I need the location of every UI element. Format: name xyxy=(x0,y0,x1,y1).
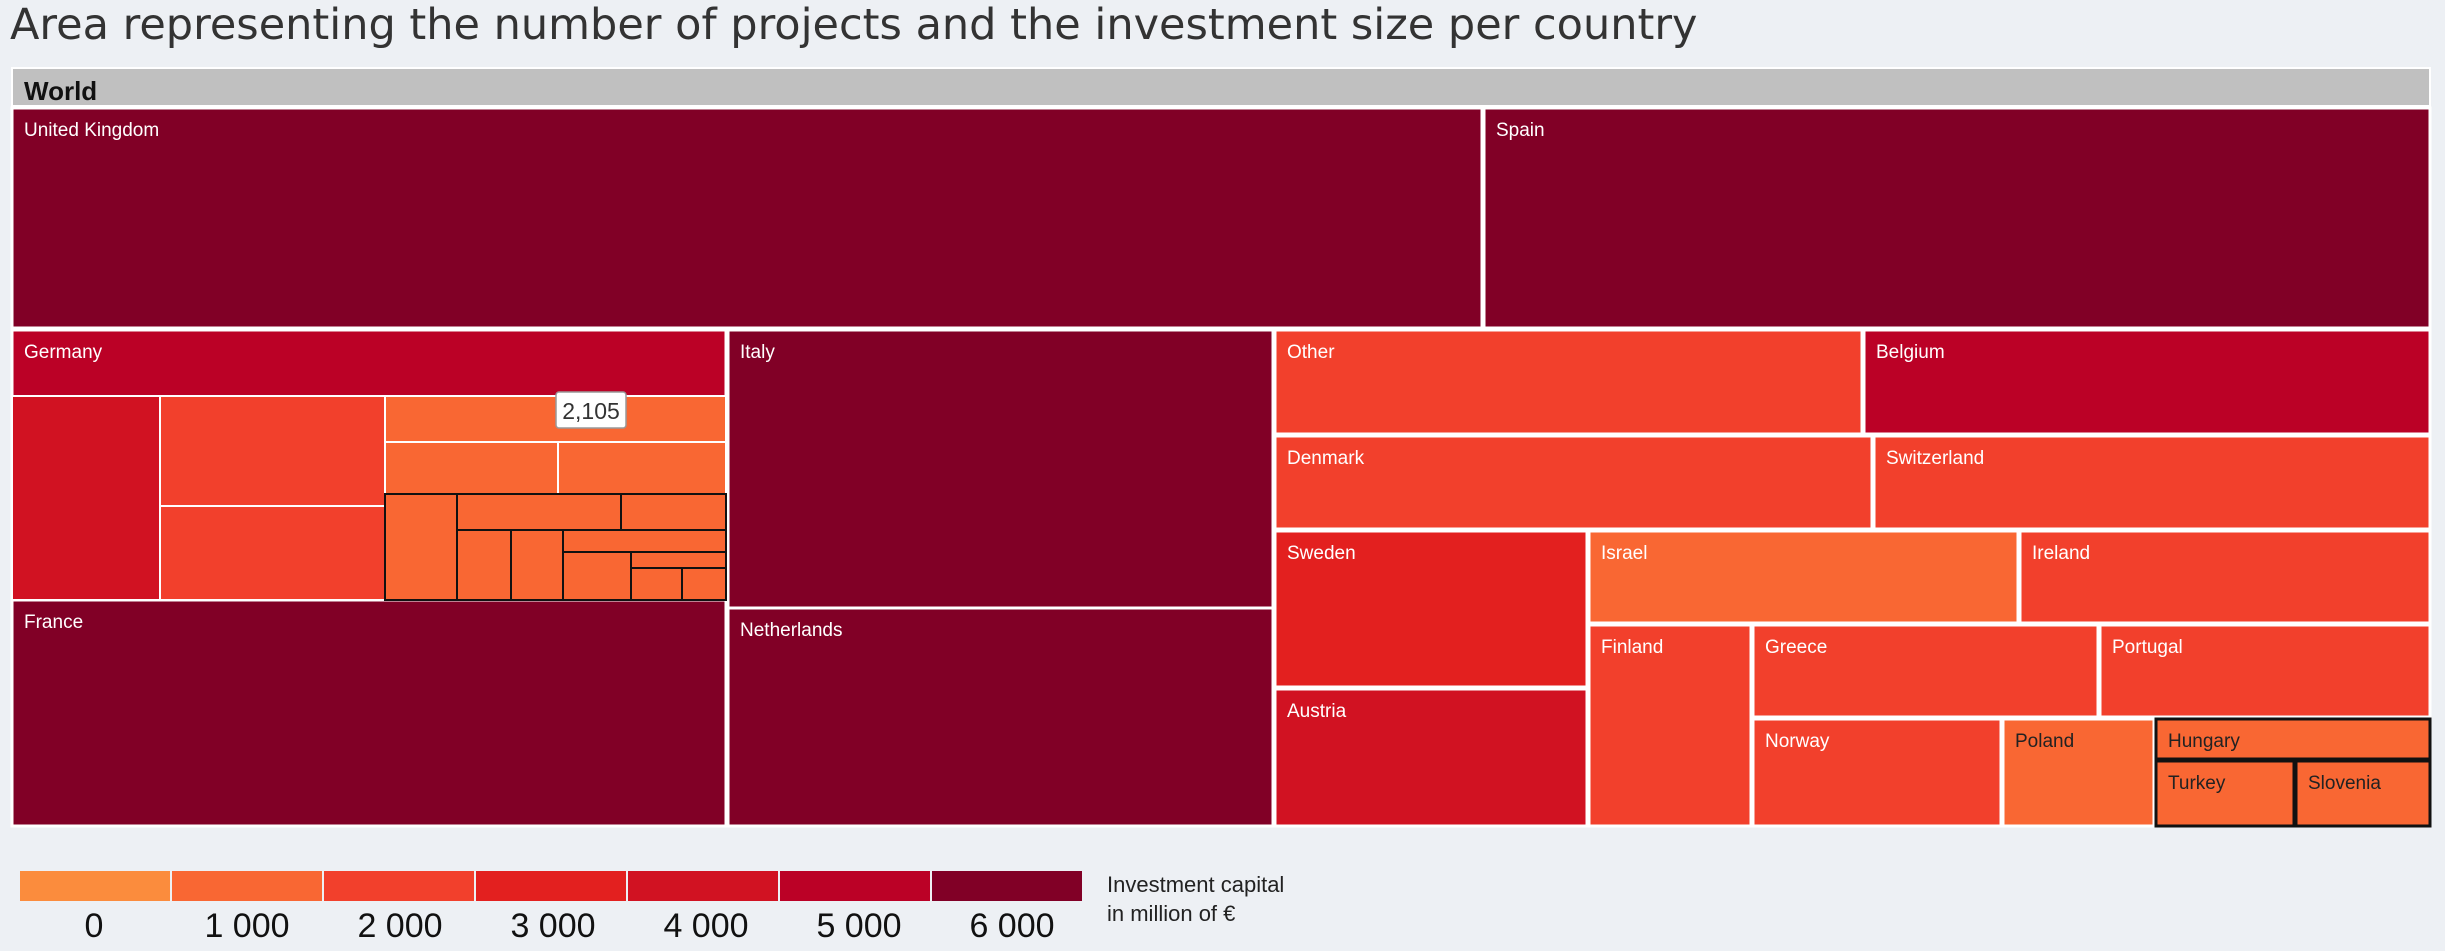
cell-switzerland xyxy=(1872,434,2432,531)
cell-label-norway: Norway xyxy=(1765,731,1830,752)
germany-sub-cell xyxy=(11,395,161,601)
cell-label-portugal: Portugal xyxy=(2112,637,2183,658)
cell-spain xyxy=(1482,106,2432,330)
cell-label-france: France xyxy=(24,612,83,633)
legend-tick-label: 3 000 xyxy=(510,907,595,945)
germany-sub-cell xyxy=(456,529,512,601)
cell-israel xyxy=(1587,529,2020,625)
cell-label-other: Other xyxy=(1287,342,1335,363)
cell-belgium xyxy=(1862,328,2432,436)
legend-tick-label: 2 000 xyxy=(357,907,442,945)
cell-label-turkey: Turkey xyxy=(2168,773,2226,794)
cell-label-belgium: Belgium xyxy=(1876,342,1945,363)
cell-label-spain: Spain xyxy=(1496,120,1545,141)
germany-sub-cell xyxy=(630,551,727,569)
cell-label-germany: Germany xyxy=(24,342,103,363)
legend-tick-label: 1 000 xyxy=(204,907,289,945)
world-header xyxy=(11,67,2431,107)
cell-norway xyxy=(1751,717,2003,828)
germany-sub-cell xyxy=(620,493,727,531)
legend-swatch xyxy=(324,871,474,901)
cell-ireland xyxy=(2018,529,2432,625)
germany-sub-cell xyxy=(159,505,386,601)
cell-label-slovenia: Slovenia xyxy=(2308,773,2381,794)
cell-united-kingdom xyxy=(10,106,1484,330)
cell-label-israel: Israel xyxy=(1601,543,1647,564)
legend-subtitle: in million of € xyxy=(1107,901,1235,926)
germany-sub-cell xyxy=(384,493,458,601)
cell-label-netherlands: Netherlands xyxy=(740,620,842,641)
cell-slovenia xyxy=(2294,759,2432,828)
tooltip-value: 2,105 xyxy=(562,398,620,424)
cell-label-sweden: Sweden xyxy=(1287,543,1356,564)
germany-sub-cell xyxy=(562,551,632,601)
cell-label-italy: Italy xyxy=(740,342,775,363)
legend-swatch xyxy=(932,871,1082,901)
legend-swatch xyxy=(20,871,170,901)
germany-sub-cell xyxy=(384,441,559,495)
legend-swatch xyxy=(476,871,626,901)
chart-title: Area representing the number of projects… xyxy=(10,0,1698,50)
cell-italy xyxy=(726,328,1275,610)
cell-poland xyxy=(2001,717,2156,828)
legend-swatch xyxy=(780,871,930,901)
legend-swatch xyxy=(628,871,778,901)
germany-sub-cell xyxy=(630,567,683,601)
legend-swatch xyxy=(172,871,322,901)
legend-tick-label: 0 xyxy=(85,907,104,945)
cell-label-poland: Poland xyxy=(2015,731,2074,752)
legend-tick-label: 5 000 xyxy=(816,907,901,945)
cell-label-austria: Austria xyxy=(1287,701,1347,722)
cell-denmark xyxy=(1273,434,1874,531)
legend-tick-label: 4 000 xyxy=(663,907,748,945)
germany-sub-cell xyxy=(557,441,727,495)
cell-other xyxy=(1273,328,1864,436)
cell-greece xyxy=(1751,623,2100,719)
world-label: World xyxy=(24,76,97,106)
tooltip-box xyxy=(555,391,627,429)
cell-label-ireland: Ireland xyxy=(2032,543,2090,564)
cell-sweden xyxy=(1273,529,1589,689)
cell-label-united-kingdom: United Kingdom xyxy=(24,120,159,141)
germany-sub-cell xyxy=(562,529,727,553)
legend-title: Investment capital xyxy=(1107,872,1284,897)
cell-label-denmark: Denmark xyxy=(1287,448,1365,469)
cell-france xyxy=(10,598,728,828)
cell-netherlands xyxy=(726,606,1275,828)
germany-sub-cell xyxy=(681,567,727,601)
cell-label-hungary: Hungary xyxy=(2168,731,2240,752)
cell-label-switzerland: Switzerland xyxy=(1886,448,1984,469)
cell-hungary xyxy=(2154,717,2432,761)
germany-sub-cell xyxy=(510,529,564,601)
cell-label-finland: Finland xyxy=(1601,637,1663,658)
germany-sub-cell xyxy=(159,395,386,507)
germany-sub-cell xyxy=(456,493,622,531)
cell-austria xyxy=(1273,687,1589,828)
cell-finland xyxy=(1587,623,1753,828)
cell-turkey xyxy=(2154,759,2296,828)
legend-tick-label: 6 000 xyxy=(969,907,1054,945)
cell-portugal xyxy=(2098,623,2432,719)
cell-label-greece: Greece xyxy=(1765,637,1827,658)
